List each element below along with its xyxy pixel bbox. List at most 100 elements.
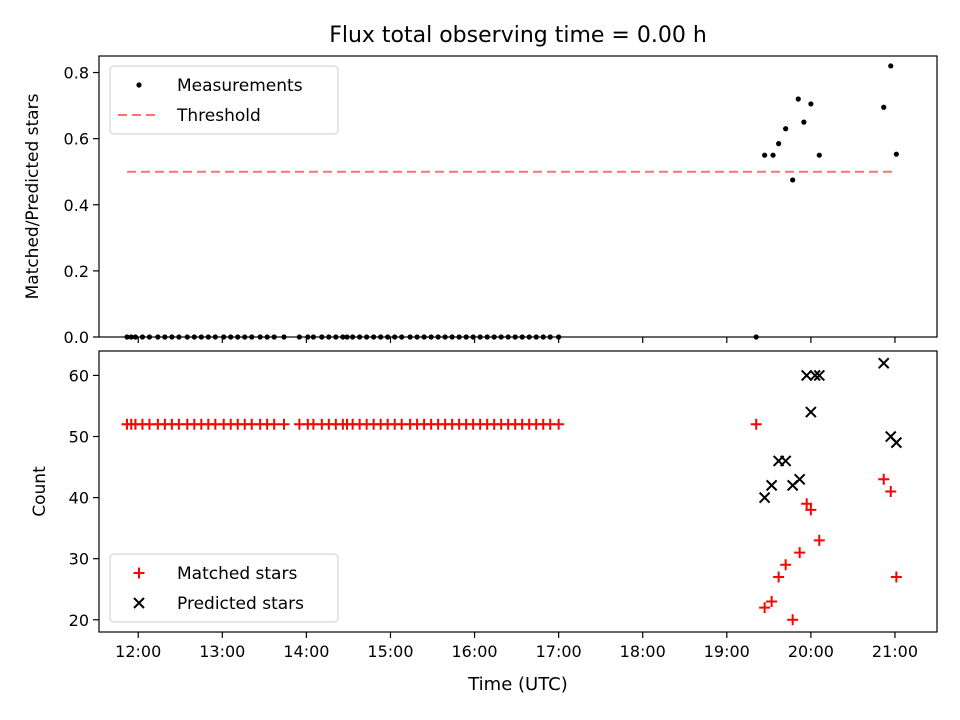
data-point (816, 152, 822, 158)
data-point (221, 334, 227, 340)
legend-label: Measurements (177, 76, 303, 96)
count-panel: 20 30 40 50 60 12:00 13:00 14:00 15:00 16:00 17:00… (30, 350, 938, 661)
data-point (155, 334, 161, 340)
data-point (378, 334, 384, 340)
data-point (765, 479, 778, 492)
legend-label: Matched stars (177, 564, 297, 584)
x-tick-label: 15:00 (367, 642, 413, 661)
data-point (435, 334, 441, 340)
data-point (484, 334, 490, 340)
data-point (421, 334, 427, 340)
data-point (779, 455, 792, 467)
data-point (776, 141, 782, 147)
data-point (139, 334, 146, 340)
x-tick-label: 16:00 (452, 642, 498, 661)
data-point (519, 334, 525, 340)
data-point (442, 334, 448, 340)
data-point (491, 334, 497, 340)
data-point (350, 334, 356, 340)
data-point (800, 369, 813, 382)
data-point (801, 498, 813, 510)
legend-box (109, 553, 339, 623)
data-point (184, 334, 190, 340)
data-point (505, 334, 511, 340)
data-point (407, 334, 413, 340)
data-point (364, 334, 370, 340)
data-point (326, 334, 332, 340)
legend: Matched stars Predicted stars (109, 553, 339, 623)
legend-box (109, 65, 339, 135)
series-predicted-stars (758, 357, 903, 504)
data-point (808, 101, 814, 107)
y-tick-label: 60 (69, 366, 89, 385)
data-point (809, 369, 821, 382)
data-point (456, 334, 462, 340)
data-point (758, 491, 771, 504)
data-point (392, 334, 398, 340)
x-tick-label: 17:00 (536, 642, 582, 661)
data-point (762, 152, 768, 158)
y-tick-label: 30 (69, 550, 89, 569)
data-point (449, 334, 455, 340)
plot-frame (98, 55, 938, 338)
data-point (340, 334, 346, 340)
data-point (498, 334, 504, 340)
data-point (249, 334, 255, 340)
chart-title: Flux total observing time = 0.00 h (329, 23, 707, 48)
data-point (414, 334, 420, 340)
data-point (228, 334, 234, 340)
y-tick-label: 20 (69, 611, 89, 630)
ratio-panel: 0.0 0.2 0.4 0.6 0.8 Matched/Predicted stars Me… (23, 55, 938, 347)
x-axis-label: Time (UTC) (467, 674, 568, 695)
data-point (787, 614, 799, 626)
data-point (205, 334, 211, 340)
data-point (885, 486, 897, 497)
data-point (428, 334, 434, 340)
data-point (770, 152, 776, 158)
data-point (813, 369, 825, 382)
data-point (281, 334, 287, 340)
data-point (794, 547, 806, 559)
data-point (753, 334, 759, 340)
legend: Measurements Threshold (109, 65, 339, 135)
data-point (385, 334, 391, 340)
y-axis-label: Matched/Predicted stars (23, 93, 43, 299)
data-point (268, 418, 280, 430)
legend-swatch (136, 82, 142, 88)
data-point (319, 334, 325, 340)
data-point (547, 334, 553, 340)
y-tick-label: 0.0 (64, 328, 89, 347)
data-point (235, 334, 241, 340)
x-tick-label: 20:00 (788, 642, 834, 661)
data-point (463, 334, 469, 340)
data-point (801, 119, 807, 125)
data-point (344, 334, 350, 340)
y-axis-label: Count (30, 466, 50, 517)
data-point (780, 559, 792, 571)
data-point (890, 436, 903, 449)
x-tick-label: 12:00 (115, 642, 161, 661)
data-point (477, 334, 483, 340)
data-point (813, 534, 825, 546)
data-point (212, 334, 218, 340)
data-point (470, 334, 476, 340)
x-tick-label: 14:00 (283, 642, 329, 661)
series-measurements (124, 63, 899, 340)
data-point (888, 63, 894, 69)
data-point (526, 334, 532, 340)
data-point (893, 151, 899, 157)
data-point (132, 334, 139, 340)
legend-swatch (133, 567, 145, 579)
data-point (795, 96, 801, 102)
data-point (556, 334, 562, 340)
series-matched-stars (121, 418, 902, 626)
plot-frame (98, 350, 938, 633)
y-tick-label: 50 (69, 428, 89, 447)
data-point (128, 334, 134, 340)
data-point (399, 334, 405, 340)
data-point (371, 334, 377, 340)
data-point (773, 571, 785, 583)
data-point (296, 334, 302, 340)
data-point (878, 357, 890, 369)
data-point (169, 334, 175, 340)
